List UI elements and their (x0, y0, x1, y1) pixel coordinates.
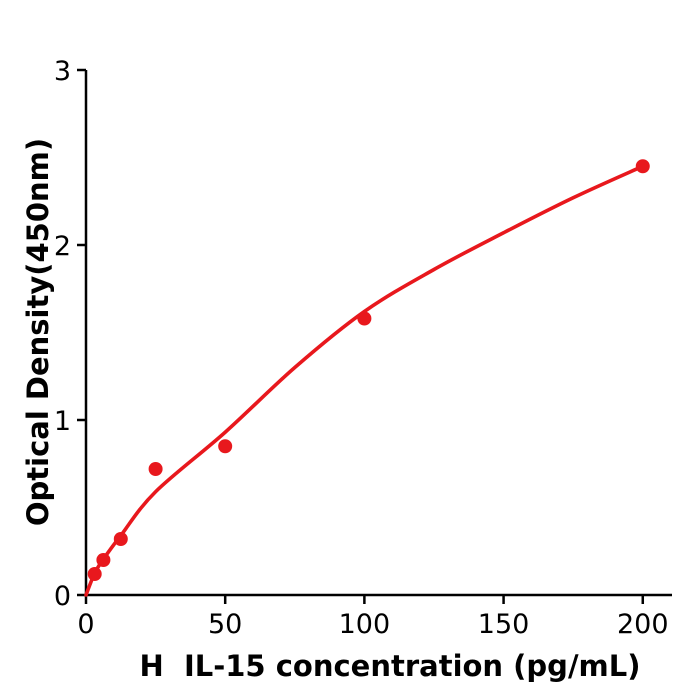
data-points (87, 159, 650, 581)
fit-curve (84, 164, 645, 597)
x-tick-label: 200 (617, 609, 669, 640)
data-point (96, 553, 111, 567)
y-axis-title: Optical Density(450nm) (21, 138, 55, 526)
axes (84, 70, 672, 597)
data-point (87, 567, 102, 581)
data-point (218, 439, 233, 454)
y-tick-label: 3 (54, 56, 71, 87)
x-axis-title: H IL-15 concentration (pg/mL) (139, 649, 640, 683)
data-point (357, 311, 372, 326)
x-tick-label: 150 (478, 609, 530, 640)
axis-tick-labels: 0 50 100 150 200 0 1 2 3 (54, 56, 669, 640)
x-tick-label: 100 (339, 609, 391, 640)
axis-ticks (77, 68, 645, 604)
y-tick-label: 1 (54, 406, 71, 437)
data-point (635, 159, 650, 174)
x-tick-label: 50 (208, 609, 242, 640)
y-tick-label: 2 (54, 231, 71, 262)
fit-curve-path (84, 164, 645, 597)
x-tick-label: 0 (77, 609, 94, 640)
data-point (148, 462, 163, 476)
data-point (113, 532, 128, 546)
y-tick-label: 0 (54, 581, 71, 612)
